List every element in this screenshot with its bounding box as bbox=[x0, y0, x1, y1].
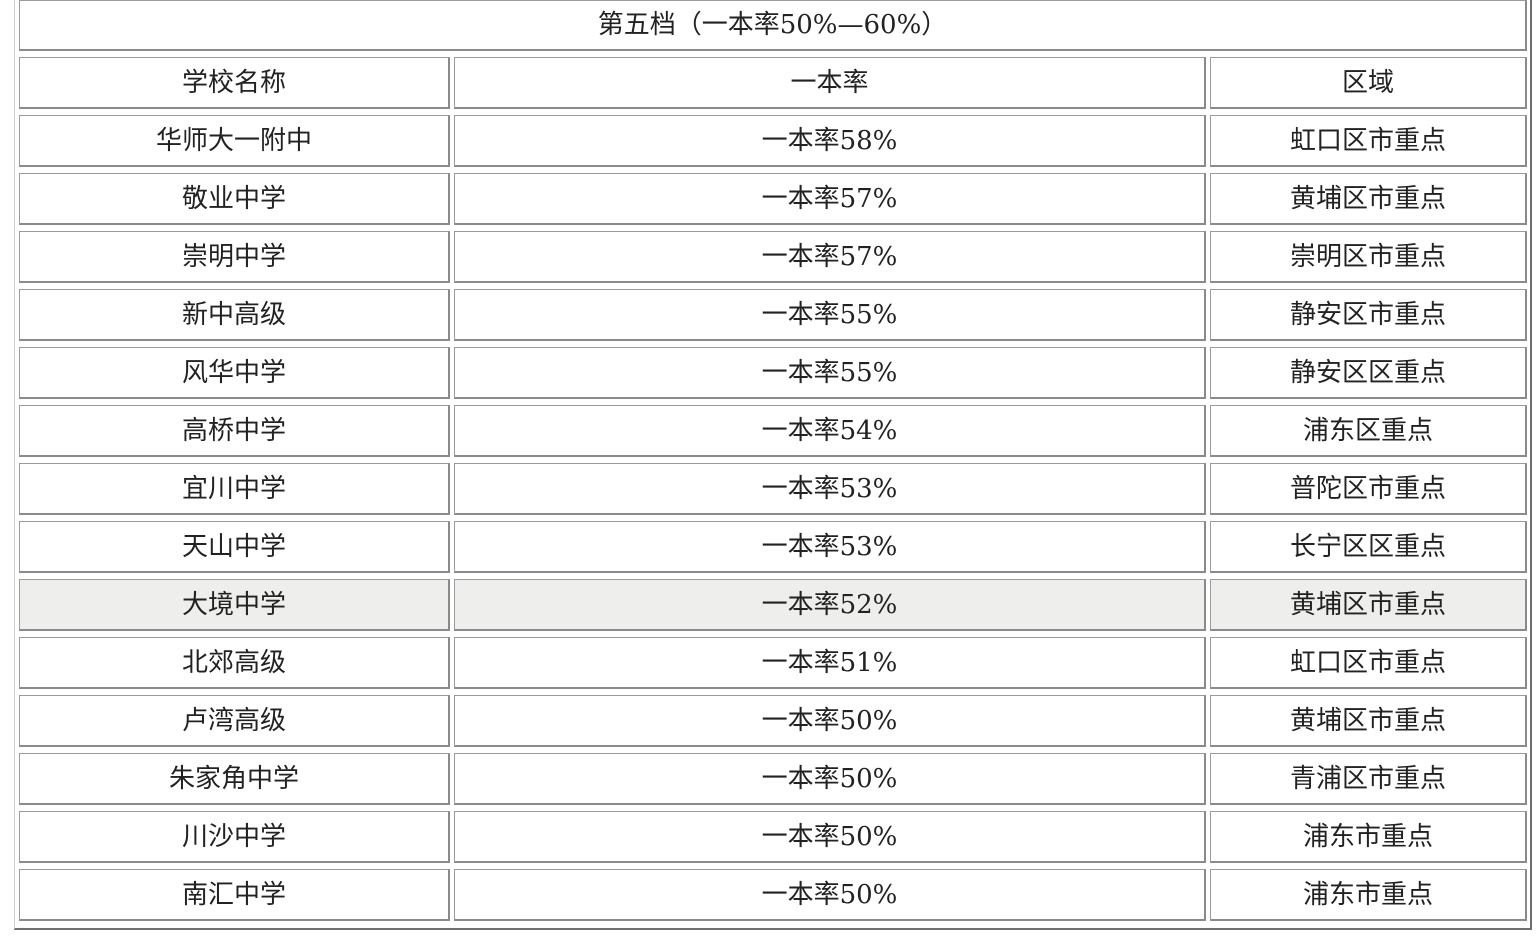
cell-district: 浦东区重点 bbox=[1210, 405, 1528, 457]
table-row: 华师大一附中 一本率58% 虹口区市重点 bbox=[19, 115, 1528, 167]
header-district: 区域 bbox=[1210, 57, 1528, 109]
table-row: 崇明中学 一本率57% 崇明区市重点 bbox=[19, 231, 1528, 283]
table-frame: 第五档（一本率50%—60%） 学校名称 一本率 区域 华师大一附中 一本率58… bbox=[14, 0, 1532, 930]
cell-district: 青浦区市重点 bbox=[1210, 753, 1528, 805]
cell-district: 静安区市重点 bbox=[1210, 289, 1528, 341]
cell-rate: 一本率50% bbox=[454, 869, 1206, 921]
table-row: 天山中学 一本率53% 长宁区区重点 bbox=[19, 521, 1528, 573]
cell-school-name: 卢湾高级 bbox=[19, 695, 450, 747]
cell-district: 黄埔区市重点 bbox=[1210, 173, 1528, 225]
cell-rate: 一本率50% bbox=[454, 695, 1206, 747]
cell-rate: 一本率58% bbox=[454, 115, 1206, 167]
cell-rate: 一本率57% bbox=[454, 173, 1206, 225]
cell-school-name: 敬业中学 bbox=[19, 173, 450, 225]
table-row-hovered: 大境中学 一本率52% 黄埔区市重点 bbox=[19, 579, 1528, 631]
cell-school-name: 崇明中学 bbox=[19, 231, 450, 283]
table-row: 风华中学 一本率55% 静安区区重点 bbox=[19, 347, 1528, 399]
cell-district: 虹口区市重点 bbox=[1210, 637, 1528, 689]
cell-district: 浦东市重点 bbox=[1210, 811, 1528, 863]
table-row: 川沙中学 一本率50% 浦东市重点 bbox=[19, 811, 1528, 863]
table-row: 高桥中学 一本率54% 浦东区重点 bbox=[19, 405, 1528, 457]
table-row: 宜川中学 一本率53% 普陀区市重点 bbox=[19, 463, 1528, 515]
cell-rate: 一本率53% bbox=[454, 463, 1206, 515]
cell-school-name: 华师大一附中 bbox=[19, 115, 450, 167]
cell-rate: 一本率51% bbox=[454, 637, 1206, 689]
cell-rate: 一本率52% bbox=[454, 579, 1206, 631]
cell-school-name: 新中高级 bbox=[19, 289, 450, 341]
cell-school-name: 北郊高级 bbox=[19, 637, 450, 689]
table-title: 第五档（一本率50%—60%） bbox=[19, 0, 1528, 51]
cell-school-name: 宜川中学 bbox=[19, 463, 450, 515]
cell-rate: 一本率50% bbox=[454, 811, 1206, 863]
table-row: 朱家角中学 一本率50% 青浦区市重点 bbox=[19, 753, 1528, 805]
cell-district: 虹口区市重点 bbox=[1210, 115, 1528, 167]
school-ranking-table: 第五档（一本率50%—60%） 学校名称 一本率 区域 华师大一附中 一本率58… bbox=[15, 0, 1531, 927]
cell-rate: 一本率55% bbox=[454, 347, 1206, 399]
table-row: 敬业中学 一本率57% 黄埔区市重点 bbox=[19, 173, 1528, 225]
cell-district: 静安区区重点 bbox=[1210, 347, 1528, 399]
cell-district: 崇明区市重点 bbox=[1210, 231, 1528, 283]
header-school-name: 学校名称 bbox=[19, 57, 450, 109]
cell-rate: 一本率57% bbox=[454, 231, 1206, 283]
cell-district: 黄埔区市重点 bbox=[1210, 695, 1528, 747]
table-header-row: 学校名称 一本率 区域 bbox=[19, 57, 1528, 109]
cell-district: 长宁区区重点 bbox=[1210, 521, 1528, 573]
cell-school-name: 大境中学 bbox=[19, 579, 450, 631]
cell-district: 普陀区市重点 bbox=[1210, 463, 1528, 515]
cell-rate: 一本率55% bbox=[454, 289, 1206, 341]
table-row: 新中高级 一本率55% 静安区市重点 bbox=[19, 289, 1528, 341]
table-row: 南汇中学 一本率50% 浦东市重点 bbox=[19, 869, 1528, 921]
table-row: 卢湾高级 一本率50% 黄埔区市重点 bbox=[19, 695, 1528, 747]
cell-district: 浦东市重点 bbox=[1210, 869, 1528, 921]
table-title-row: 第五档（一本率50%—60%） bbox=[19, 0, 1528, 51]
cell-rate: 一本率50% bbox=[454, 753, 1206, 805]
cell-school-name: 高桥中学 bbox=[19, 405, 450, 457]
cell-school-name: 风华中学 bbox=[19, 347, 450, 399]
cell-district: 黄埔区市重点 bbox=[1210, 579, 1528, 631]
cell-school-name: 天山中学 bbox=[19, 521, 450, 573]
cell-school-name: 朱家角中学 bbox=[19, 753, 450, 805]
cell-rate: 一本率54% bbox=[454, 405, 1206, 457]
cell-school-name: 南汇中学 bbox=[19, 869, 450, 921]
cell-rate: 一本率53% bbox=[454, 521, 1206, 573]
table-row: 北郊高级 一本率51% 虹口区市重点 bbox=[19, 637, 1528, 689]
cell-school-name: 川沙中学 bbox=[19, 811, 450, 863]
header-rate: 一本率 bbox=[454, 57, 1206, 109]
